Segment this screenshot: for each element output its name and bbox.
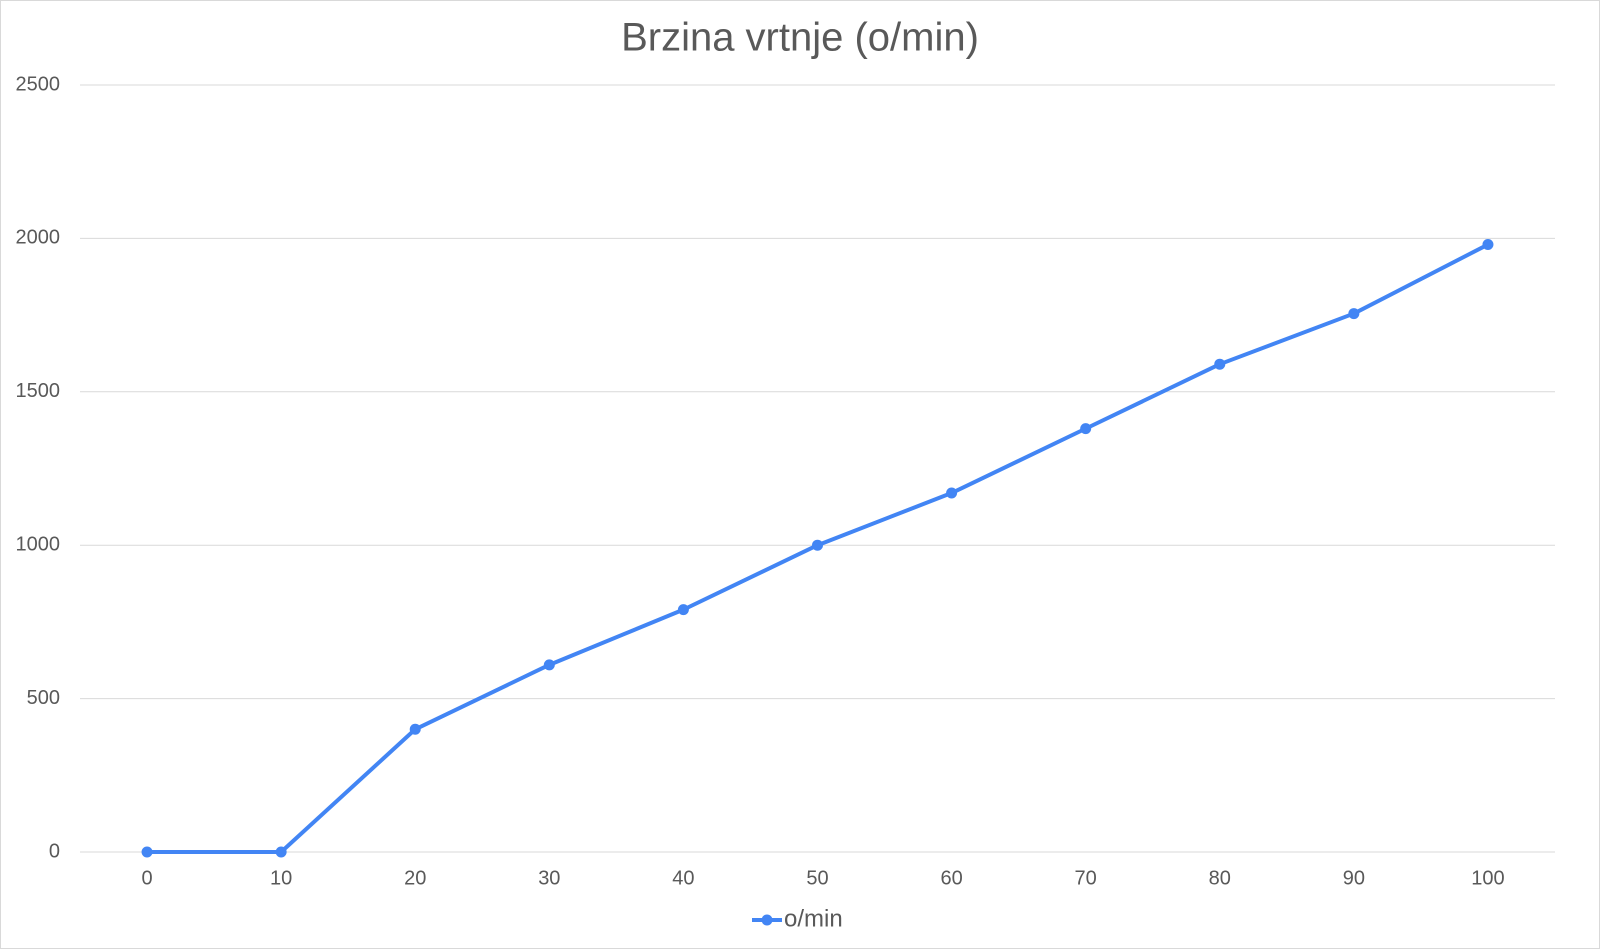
data-point	[1080, 423, 1092, 435]
data-point	[1482, 239, 1494, 251]
data-point	[543, 659, 555, 671]
data-point	[1214, 358, 1226, 370]
legend-marker	[761, 914, 773, 926]
data-point	[409, 723, 421, 735]
x-tick-label: 70	[1075, 867, 1097, 889]
data-point	[812, 539, 823, 551]
data-point	[677, 604, 689, 616]
x-tick-label: 20	[404, 867, 426, 889]
data-point	[275, 846, 287, 858]
data-point	[141, 846, 153, 858]
x-tick-label: 0	[141, 867, 152, 889]
y-tick-label: 2000	[16, 227, 61, 249]
x-tick-label: 90	[1343, 867, 1365, 889]
x-tick-label: 80	[1209, 867, 1231, 889]
y-tick-label: 0	[49, 840, 60, 862]
chart-title: Brzina vrtnje (o/min)	[621, 16, 979, 60]
x-tick-label: 100	[1471, 867, 1504, 889]
y-tick-label: 1000	[16, 533, 61, 555]
x-tick-label: 50	[806, 867, 828, 889]
x-tick-label: 40	[672, 867, 694, 889]
y-tick-label: 1500	[16, 380, 61, 402]
y-tick-label: 2500	[16, 73, 61, 95]
data-point	[1348, 308, 1360, 320]
x-tick-label: 10	[270, 867, 292, 889]
y-tick-label: 500	[27, 687, 60, 709]
legend-label: o/min	[784, 905, 843, 932]
x-tick-label: 60	[940, 867, 962, 889]
data-point	[946, 487, 958, 499]
x-tick-label: 30	[538, 867, 560, 889]
